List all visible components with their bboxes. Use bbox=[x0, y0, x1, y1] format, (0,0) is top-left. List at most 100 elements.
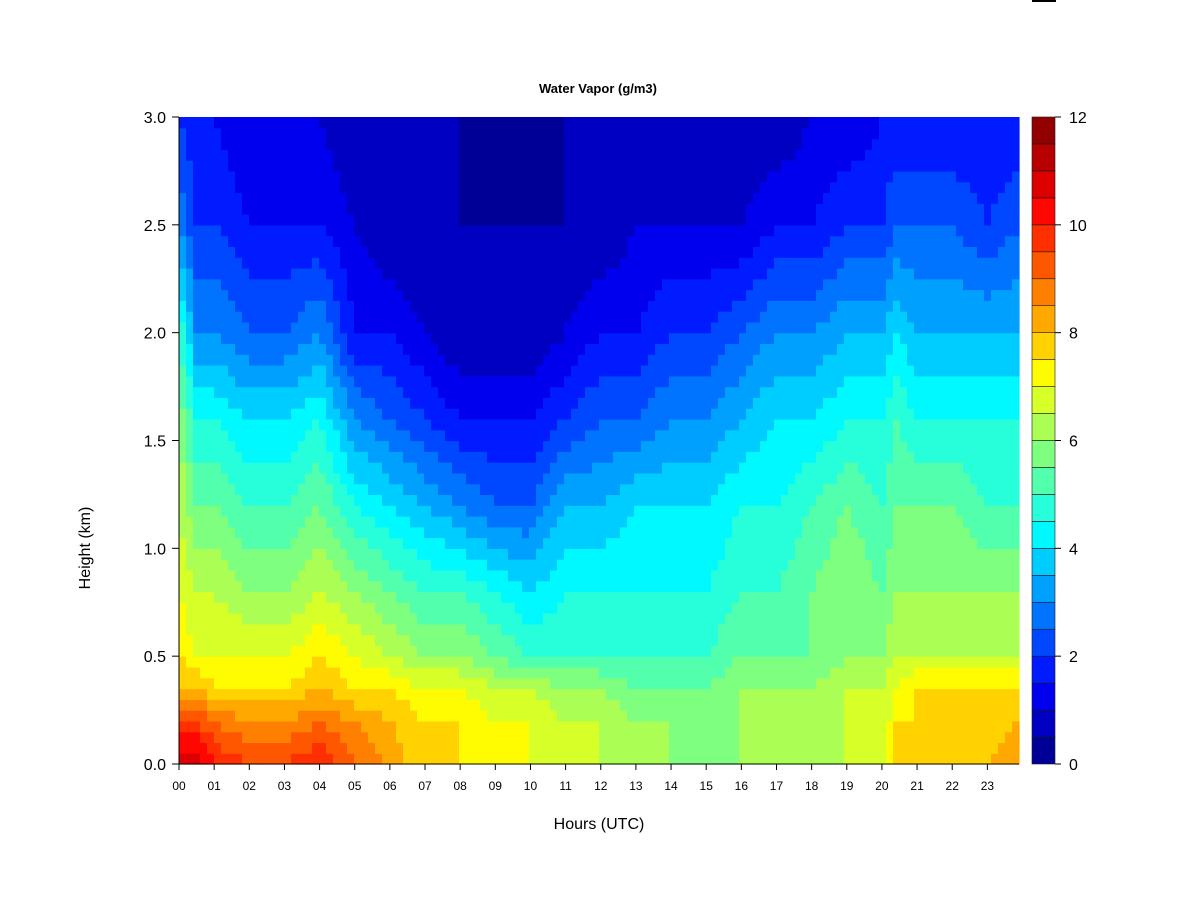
heatmap-cell bbox=[697, 720, 705, 733]
heatmap-cell bbox=[207, 515, 215, 528]
heatmap-cell bbox=[361, 117, 369, 129]
heatmap-cell bbox=[431, 526, 439, 539]
heatmap-cell bbox=[655, 160, 663, 172]
heatmap-cell bbox=[207, 203, 215, 215]
heatmap-cell bbox=[494, 591, 502, 603]
heatmap-cell bbox=[228, 408, 236, 420]
heatmap-cell bbox=[270, 515, 278, 528]
heatmap-cell bbox=[249, 505, 257, 517]
heatmap-cell bbox=[550, 278, 558, 291]
heatmap-cell bbox=[480, 224, 488, 237]
heatmap-cell bbox=[438, 170, 446, 183]
heatmap-cell bbox=[466, 138, 474, 150]
heatmap-cell bbox=[508, 613, 516, 625]
heatmap-cell bbox=[480, 613, 488, 625]
heatmap-cell bbox=[662, 332, 670, 345]
heatmap-cell bbox=[613, 224, 621, 237]
heatmap-cell bbox=[263, 720, 271, 733]
heatmap-cell bbox=[403, 731, 411, 744]
heatmap-cell bbox=[704, 753, 712, 765]
heatmap-cell bbox=[585, 742, 593, 754]
heatmap-cell bbox=[501, 160, 509, 172]
heatmap-cell bbox=[354, 235, 362, 247]
heatmap-cell bbox=[739, 429, 747, 442]
heatmap-cell bbox=[368, 332, 376, 345]
heatmap-cell bbox=[459, 677, 467, 690]
heatmap-cell bbox=[550, 311, 558, 323]
heatmap-cell bbox=[319, 602, 327, 614]
heatmap-cell bbox=[564, 289, 572, 301]
heatmap-cell bbox=[179, 753, 187, 765]
heatmap-cell bbox=[249, 160, 257, 172]
heatmap-cell bbox=[536, 537, 544, 549]
heatmap-cell bbox=[312, 321, 320, 334]
heatmap-cell bbox=[186, 192, 194, 204]
heatmap-cell bbox=[508, 580, 516, 593]
heatmap-cell bbox=[697, 623, 705, 636]
heatmap-cell bbox=[585, 375, 593, 388]
heatmap-cell bbox=[613, 602, 621, 614]
heatmap-cell bbox=[739, 397, 747, 409]
heatmap-cell bbox=[662, 666, 670, 679]
heatmap-cell bbox=[284, 300, 292, 312]
heatmap-cell bbox=[599, 235, 607, 247]
heatmap-cell bbox=[340, 278, 348, 291]
heatmap-cell bbox=[536, 429, 544, 442]
heatmap-cell bbox=[179, 645, 187, 657]
heatmap-cell bbox=[711, 343, 719, 355]
heatmap-cell bbox=[459, 731, 467, 744]
heatmap-cell bbox=[578, 710, 586, 722]
heatmap-cell bbox=[326, 127, 334, 140]
heatmap-cell bbox=[655, 548, 663, 560]
heatmap-cell bbox=[410, 354, 418, 366]
heatmap-cell bbox=[375, 397, 383, 409]
heatmap-cell bbox=[536, 408, 544, 420]
heatmap-cell bbox=[326, 149, 334, 161]
heatmap-cell bbox=[529, 699, 537, 711]
heatmap-cell bbox=[305, 160, 313, 172]
heatmap-cell bbox=[298, 127, 306, 140]
heatmap-cell bbox=[354, 548, 362, 560]
heatmap-cell bbox=[242, 505, 250, 517]
heatmap-cell bbox=[543, 149, 551, 161]
heatmap-cell bbox=[620, 591, 628, 603]
heatmap-cell bbox=[585, 278, 593, 291]
heatmap-cell bbox=[676, 559, 684, 571]
heatmap-cell bbox=[620, 472, 628, 485]
heatmap-cell bbox=[291, 429, 299, 442]
heatmap-cell bbox=[697, 354, 705, 366]
heatmap-cell bbox=[704, 580, 712, 593]
heatmap-cell bbox=[193, 515, 201, 528]
heatmap-cell bbox=[711, 181, 719, 194]
heatmap-cell bbox=[277, 559, 285, 571]
heatmap-cell bbox=[186, 559, 194, 571]
heatmap-cell bbox=[711, 289, 719, 301]
heatmap-cell bbox=[669, 515, 677, 528]
heatmap-cell bbox=[494, 170, 502, 183]
heatmap-cell bbox=[326, 257, 334, 269]
heatmap-cell bbox=[697, 235, 705, 247]
heatmap-cell bbox=[676, 515, 684, 528]
heatmap-cell bbox=[725, 537, 733, 549]
heatmap-cell bbox=[599, 569, 607, 582]
heatmap-cell bbox=[578, 526, 586, 539]
heatmap-cell bbox=[263, 656, 271, 668]
heatmap-cell bbox=[550, 246, 558, 258]
heatmap-cell bbox=[242, 623, 250, 636]
heatmap-cell bbox=[326, 117, 334, 129]
heatmap-cell bbox=[662, 397, 670, 409]
heatmap-cell bbox=[200, 710, 208, 722]
heatmap-cell bbox=[494, 688, 502, 700]
heatmap-cell bbox=[228, 149, 236, 161]
heatmap-cell bbox=[711, 214, 719, 226]
heatmap-cell bbox=[431, 117, 439, 129]
heatmap-cell bbox=[522, 408, 530, 420]
heatmap-cell bbox=[753, 343, 761, 355]
heatmap-cell bbox=[746, 386, 754, 398]
heatmap-cell bbox=[634, 483, 642, 496]
heatmap-cell bbox=[438, 117, 446, 129]
heatmap-cell bbox=[382, 537, 390, 549]
heatmap-cell bbox=[361, 537, 369, 549]
heatmap-cell bbox=[550, 559, 558, 571]
heatmap-cell bbox=[739, 710, 747, 722]
